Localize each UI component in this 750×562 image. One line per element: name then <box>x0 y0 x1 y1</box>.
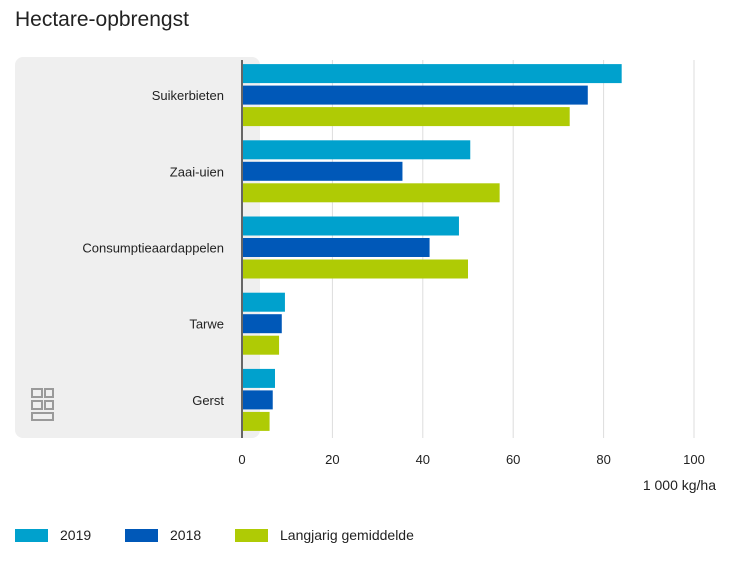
legend-label-2019: 2019 <box>60 527 92 543</box>
bar-zaai-uien-2019 <box>242 140 471 160</box>
bar-gerst-2018 <box>242 390 273 410</box>
bar-tarwe-langjarig-gemiddelde <box>242 335 280 355</box>
x-tick-label-0: 0 <box>238 452 245 467</box>
x-tick-label-80: 80 <box>596 452 610 467</box>
category-label-zaai-uien: Zaai-uien <box>170 164 224 179</box>
bar-consumptieaardappelen-2019 <box>242 216 459 236</box>
category-label-consumptieaardappelen: Consumptieaardappelen <box>82 241 224 256</box>
bar-zaai-uien-2018 <box>242 161 403 181</box>
x-tick-label-60: 60 <box>506 452 520 467</box>
x-tick-label-100: 100 <box>683 452 705 467</box>
chart-title: Hectare-opbrengst <box>15 8 189 31</box>
category-label-suikerbieten: Suikerbieten <box>152 88 224 103</box>
bar-suikerbieten-langjarig-gemiddelde <box>242 107 570 127</box>
bar-suikerbieten-2019 <box>242 64 622 84</box>
category-label-tarwe: Tarwe <box>189 317 224 332</box>
legend-swatch-2019 <box>15 528 48 542</box>
bar-gerst-langjarig-gemiddelde <box>242 411 270 431</box>
legend-item-2018: 2018 <box>125 527 201 543</box>
legend-item-langjarig: Langjarig gemiddelde <box>235 527 414 543</box>
bar-consumptieaardappelen-langjarig-gemiddelde <box>242 259 468 279</box>
x-tick-label-40: 40 <box>416 452 430 467</box>
bar-consumptieaardappelen-2018 <box>242 238 430 257</box>
legend-label-2018: 2018 <box>170 527 202 543</box>
bar-zaai-uien-langjarig-gemiddelde <box>242 183 500 203</box>
bar-tarwe-2018 <box>242 314 282 334</box>
bar-suikerbieten-2018 <box>242 85 588 105</box>
legend-label-langjarig: Langjarig gemiddelde <box>280 527 414 543</box>
x-axis-unit-label: 1 000 kg/ha <box>642 477 716 493</box>
legend-swatch-2018 <box>125 528 158 542</box>
legend-item-2019: 2019 <box>15 527 91 543</box>
category-panel <box>15 57 260 438</box>
cbs-logo-icon <box>31 388 54 421</box>
category-label-gerst: Gerst <box>192 393 224 408</box>
bar-tarwe-2019 <box>242 292 285 312</box>
legend-swatch-langjarig <box>235 528 268 542</box>
x-tick-label-20: 20 <box>325 452 339 467</box>
bar-gerst-2019 <box>242 368 275 388</box>
